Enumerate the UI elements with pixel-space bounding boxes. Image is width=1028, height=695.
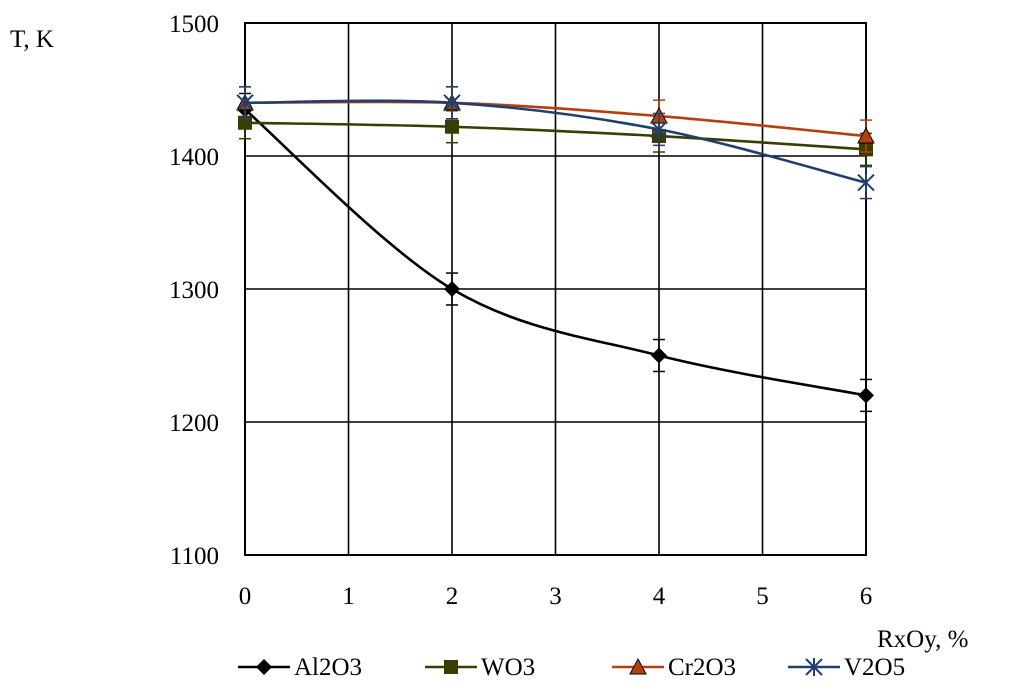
x-tick-label: 1 bbox=[342, 583, 355, 610]
series-v2o5 bbox=[236, 86, 875, 200]
legend-item-wo3: WO3 bbox=[425, 654, 535, 681]
legend-item-al2o3: Al2O3 bbox=[238, 654, 362, 681]
legend-label: V2O5 bbox=[844, 654, 905, 681]
y-axis-label: T, K bbox=[10, 26, 54, 53]
x-tick-label: 6 bbox=[860, 583, 873, 610]
data-point bbox=[445, 119, 459, 134]
x-tick-label: 4 bbox=[653, 583, 666, 610]
legend-label: Cr2O3 bbox=[668, 654, 736, 681]
legend-marker bbox=[805, 658, 823, 676]
data-point bbox=[236, 93, 254, 112]
y-tick-label: 1400 bbox=[169, 144, 219, 171]
y-tick-label: 1500 bbox=[169, 11, 219, 38]
legend-label: Al2O3 bbox=[294, 654, 362, 681]
data-point bbox=[650, 120, 668, 139]
legend-marker bbox=[444, 660, 458, 674]
data-point bbox=[857, 126, 875, 144]
tick-labels: 0 1 2 3 4 5 6 1100 1200 1300 1400 1500 bbox=[169, 11, 872, 610]
data-point bbox=[651, 347, 667, 364]
legend-marker bbox=[256, 659, 272, 675]
legend: Al2O3 WO3 Cr2O3 V2O5 bbox=[238, 654, 905, 681]
plot-area-border bbox=[244, 22, 867, 556]
legend-item-v2o5: V2O5 bbox=[788, 654, 905, 681]
legend-item-cr2o3: Cr2O3 bbox=[612, 654, 736, 681]
x-tick-label: 5 bbox=[756, 583, 769, 610]
data-point bbox=[444, 281, 460, 297]
series-line bbox=[244, 121, 867, 151]
legend-marker bbox=[629, 657, 647, 675]
series-line bbox=[244, 99, 867, 184]
x-tick-label: 0 bbox=[239, 583, 252, 610]
y-tick-label: 1200 bbox=[169, 410, 219, 437]
series-group bbox=[236, 86, 875, 413]
axes bbox=[244, 22, 867, 556]
x-axis-label: RxOy, % bbox=[877, 626, 968, 653]
y-tick-label: 1300 bbox=[169, 277, 219, 304]
x-tick-label: 2 bbox=[446, 583, 459, 610]
data-point bbox=[443, 93, 461, 112]
y-tick-label: 1100 bbox=[170, 543, 219, 570]
data-point bbox=[858, 387, 874, 404]
legend-label: WO3 bbox=[481, 654, 535, 681]
series-line bbox=[244, 108, 867, 397]
x-tick-label: 3 bbox=[549, 583, 562, 610]
data-point bbox=[857, 173, 875, 192]
